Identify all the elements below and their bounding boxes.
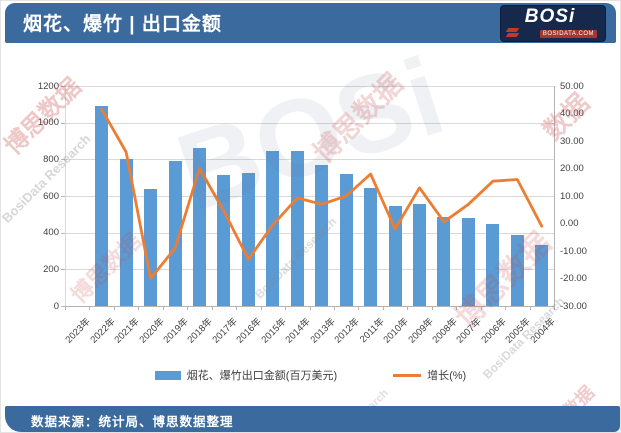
h-gridline: [65, 159, 554, 161]
logo-slash-icon: [505, 28, 520, 32]
h-gridline: [65, 196, 554, 197]
left-axis-tick: [61, 159, 65, 161]
left-axis-tick-label: 200: [43, 263, 59, 275]
right-axis-tick-label: 50.00: [560, 80, 584, 92]
legend-item-growth: 增长(%): [393, 367, 466, 383]
bar: [144, 188, 158, 306]
x-axis-tick: [358, 306, 360, 310]
bar: [192, 148, 206, 306]
bar: [119, 159, 133, 306]
left-axis-tick-label: 1200: [37, 80, 59, 92]
bar: [535, 244, 549, 306]
left-axis-tick-label: 0: [53, 300, 59, 312]
right-axis-tick-label: 20.00: [560, 163, 584, 174]
bar: [486, 223, 500, 306]
x-axis-tick: [65, 306, 66, 310]
x-axis-tick: [162, 306, 164, 310]
x-axis-tick: [333, 306, 335, 310]
x-axis-tick: [382, 306, 384, 310]
x-axis-tick: [456, 306, 458, 310]
logo-subtext: BOSIDATA.COM: [539, 30, 597, 38]
left-axis-tick: [61, 196, 65, 197]
right-axis-tick-label: -20.00: [560, 273, 587, 284]
left-axis-tick-label: 800: [43, 153, 59, 165]
bosi-logo: BOSi BOSIDATA.COM: [500, 5, 606, 42]
bar: [266, 151, 280, 306]
bar: [290, 151, 304, 306]
legend-label: 烟花、爆竹出口金额(百万美元): [186, 370, 338, 382]
right-axis-tick-label: -30.00: [560, 300, 587, 312]
bar: [241, 173, 255, 306]
x-axis-tick: [505, 306, 507, 310]
bar: [315, 164, 329, 306]
x-axis-tick: [309, 306, 311, 310]
bar: [437, 217, 451, 306]
watermark-text: 博思数据: [307, 67, 409, 169]
x-axis-tick: [431, 306, 433, 310]
logo-slash-icon: [505, 33, 520, 37]
bar: [510, 234, 524, 306]
left-axis-tick-label: 400: [43, 227, 59, 239]
footer-bar: 数据来源：统计局、博思数据整理: [5, 406, 620, 432]
left-axis-tick: [61, 86, 65, 87]
line-series-swatch: [393, 373, 422, 377]
left-axis-tick: [61, 232, 65, 234]
x-axis-tick: [480, 306, 482, 310]
bar: [461, 218, 475, 306]
right-axis-tick-label: 10.00: [560, 190, 584, 202]
x-axis-tick: [260, 306, 262, 310]
h-gridline: [65, 232, 554, 234]
x-axis-tick: [554, 306, 555, 310]
h-gridline: [65, 122, 554, 124]
left-axis-tick: [61, 306, 65, 307]
left-axis-line: [65, 86, 66, 306]
watermark-text: BosiData Research: [0, 131, 94, 226]
right-axis-tick-label: 30.00: [560, 135, 584, 147]
bar: [95, 106, 109, 306]
x-axis-tick: [211, 306, 213, 310]
x-axis-tick: [187, 306, 189, 310]
legend: 烟花、爆竹出口金额(百万美元) 增长(%): [1, 367, 620, 383]
x-axis-tick: [529, 306, 531, 310]
x-axis-tick: [285, 306, 287, 310]
left-axis-tick-label: 1000: [37, 117, 59, 129]
right-axis-tick-label: 0.00: [560, 218, 579, 229]
right-axis-line: [554, 86, 555, 310]
x-axis-tick: [89, 306, 91, 310]
x-axis-tick: [236, 306, 238, 310]
bar-series-swatch: [154, 370, 181, 380]
bar: [364, 187, 378, 306]
logo-text: BOSi: [524, 6, 576, 27]
bar: [339, 174, 353, 306]
h-gridline: [65, 86, 554, 87]
bar: [413, 204, 427, 306]
page-title: 烟花、爆竹 | 出口金额: [23, 14, 222, 35]
h-gridline: [65, 269, 554, 271]
left-axis-tick: [61, 122, 65, 124]
bar: [168, 161, 182, 306]
data-source-text: 数据来源：统计局、博思数据整理: [31, 415, 234, 429]
legend-label: 增长(%): [427, 370, 467, 382]
x-axis-tick: [113, 306, 115, 310]
bar: [388, 206, 402, 306]
left-axis-tick-label: 600: [43, 190, 59, 202]
x-axis-tick: [407, 306, 409, 310]
right-axis-tick-label: 40.00: [560, 108, 584, 119]
right-axis-tick-label: -10.00: [560, 245, 587, 257]
bar: [217, 174, 231, 306]
left-axis-tick: [61, 269, 65, 271]
legend-item-export-value: 烟花、爆竹出口金额(百万美元): [154, 367, 338, 383]
x-axis-tick: [138, 306, 140, 310]
